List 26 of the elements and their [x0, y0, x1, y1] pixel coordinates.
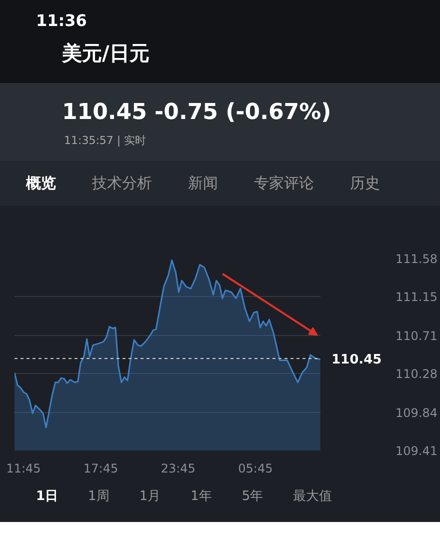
y-tick-label: 111.15 — [396, 290, 438, 304]
y-tick-label: 109.41 — [396, 444, 438, 458]
x-tick-label: 23:45 — [160, 462, 196, 476]
y-tick-label: 110.28 — [396, 367, 438, 382]
text: 概览 — [26, 174, 56, 192]
text: 11:35:57 | 实时 — [0, 132, 440, 161]
text: 历史 — [350, 174, 380, 192]
text: 新闻 — [188, 174, 218, 192]
x-tick-label: 17:45 — [84, 462, 118, 476]
text: 11:36 — [0, 0, 440, 37]
y-tick-label: 111.58 — [396, 252, 438, 266]
text: 1月 — [139, 489, 161, 504]
text: 5年 — [242, 489, 264, 504]
text: 1日 — [36, 489, 58, 504]
chart-title: 美元/日元 — [0, 36, 440, 84]
text: 1年 — [190, 489, 212, 504]
text: 最大值 — [293, 489, 332, 504]
x-tick-label: 05:45 — [238, 462, 273, 476]
text: 专家评论 — [254, 174, 314, 192]
chart-subtitle: 110.45 -0.75 (-0.67%) — [0, 83, 440, 133]
x-tick-label: 11:45 — [6, 462, 41, 476]
y-tick-label: 109.84 — [396, 406, 438, 420]
y-tick-label: 110.71 — [396, 328, 438, 343]
text: 技术分析 — [92, 174, 152, 192]
text: 1周 — [88, 489, 110, 504]
ref-line-label: 110.45 — [332, 352, 382, 368]
